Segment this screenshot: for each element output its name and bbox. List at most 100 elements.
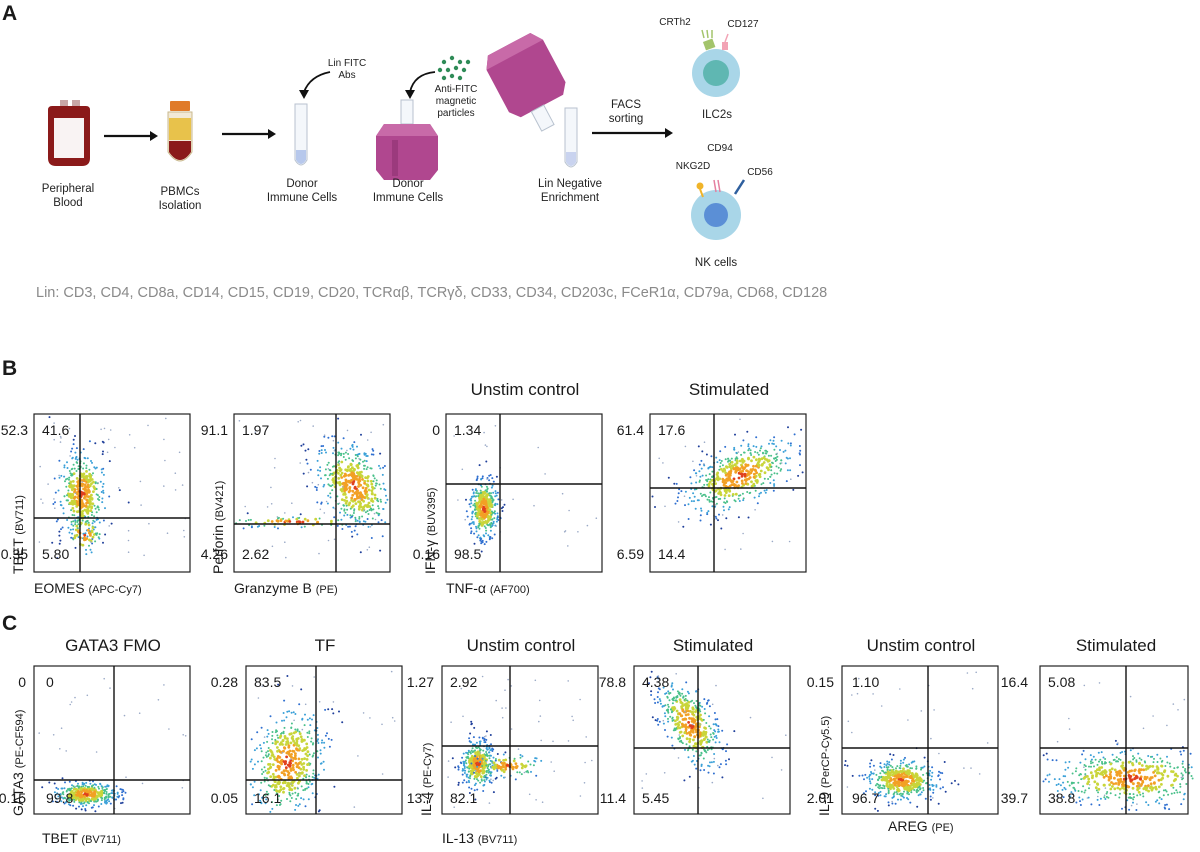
cell-event-dot: [100, 471, 103, 474]
cell-event-dot: [939, 778, 941, 781]
cell-event-dot: [349, 514, 352, 517]
cell-event-dot: [101, 501, 104, 504]
cell-event-dot: [94, 540, 97, 543]
cell-event-dot: [482, 497, 486, 501]
cell-event-dot: [327, 494, 330, 497]
cell-event-dot: [1119, 792, 1121, 795]
cell-event-dot: [266, 506, 269, 508]
cell-event-dot: [724, 445, 727, 448]
cell-event-dot: [739, 470, 743, 473]
cell-event-dot: [468, 786, 471, 789]
cell-event-dot: [1096, 763, 1099, 766]
cell-event-dot: [273, 789, 276, 791]
cell-event-dot: [344, 501, 348, 505]
cell-event-dot: [1080, 778, 1083, 781]
cell-event-dot: [903, 790, 905, 793]
cell-event-dot: [490, 754, 492, 757]
cell-event-dot: [292, 739, 295, 743]
cell-event-dot: [738, 494, 740, 497]
cell-event-dot: [105, 788, 108, 790]
cell-event-dot: [294, 754, 297, 758]
cell-event-dot: [760, 483, 763, 486]
cell-event-dot: [887, 787, 890, 790]
cell-event-dot: [352, 460, 355, 462]
cell-event-dot: [737, 451, 740, 453]
cell-event-dot: [355, 471, 359, 474]
cell-event-dot: [260, 760, 263, 763]
cell-event-dot: [474, 755, 476, 757]
cell-event-dot: [489, 529, 492, 532]
cell-event-dot: [73, 496, 76, 500]
cell-event-dot: [62, 512, 65, 515]
cell-event-dot: [685, 732, 689, 735]
cell-event-dot: [347, 490, 351, 494]
cell-event-dot: [738, 459, 742, 463]
cell-event-dot: [472, 491, 475, 494]
cell-event-dot: [683, 731, 687, 735]
cell-event-dot: [703, 769, 706, 771]
cell-event-dot: [353, 529, 356, 532]
blood-bag-icon: [48, 100, 90, 166]
cell-event-dot: [284, 512, 286, 514]
cell-event-dot: [740, 548, 742, 550]
cell-event-dot: [963, 767, 965, 769]
cell-event-dot: [715, 684, 717, 687]
cell-event-dot: [502, 770, 506, 774]
cell-event-dot: [377, 505, 380, 508]
cell-event-dot: [468, 757, 472, 761]
cell-event-dot: [874, 794, 877, 797]
cell-event-dot: [269, 775, 273, 778]
cell-event-dot: [290, 732, 293, 735]
x-axis-fluor: (APC-Cy7): [88, 584, 142, 596]
cell-event-dot: [772, 443, 775, 445]
cell-event-dot: [481, 675, 484, 678]
cell-event-dot: [1166, 755, 1168, 758]
cell-event-dot: [483, 736, 486, 738]
cell-event-dot: [1166, 761, 1169, 764]
cell-event-dot: [1126, 785, 1130, 789]
cell-event-dot: [929, 787, 931, 790]
flow-plot-canvas: [33, 665, 191, 815]
cell-event-dot: [102, 489, 105, 492]
cell-event-dot: [484, 776, 487, 779]
cell-event-dot: [957, 783, 960, 786]
cell-event-dot: [276, 519, 280, 523]
cell-event-dot: [523, 765, 527, 769]
cell-event-dot: [494, 490, 497, 493]
cell-event-dot: [718, 766, 721, 769]
cell-event-dot: [1077, 781, 1080, 784]
cell-event-dot: [1175, 789, 1178, 792]
cell-event-dot: [1128, 793, 1131, 795]
cell-event-dot: [61, 526, 64, 529]
cell-event-dot: [307, 786, 310, 789]
cell-event-dot: [714, 504, 717, 506]
cell-event-dot: [276, 516, 279, 518]
cell-event-dot: [63, 495, 66, 498]
cell-event-dot: [677, 723, 680, 727]
cell-event-dot: [933, 709, 935, 711]
cell-event-dot: [68, 476, 71, 479]
cell-event-dot: [659, 702, 662, 705]
cell-event-dot: [385, 494, 387, 497]
cell-event-dot: [919, 788, 922, 791]
cell-event-dot: [1119, 758, 1122, 761]
cell-event-dot: [1098, 682, 1101, 684]
cell-event-dot: [304, 752, 308, 756]
cell-event-dot: [374, 484, 377, 487]
cell-event-dot: [276, 749, 279, 753]
cell-event-dot: [715, 496, 718, 498]
cell-event-dot: [86, 535, 89, 538]
cell-event-dot: [70, 520, 73, 523]
cell-event-dot: [321, 739, 324, 742]
cell-event-dot: [714, 482, 717, 485]
cell-event-dot: [63, 466, 66, 469]
cell-event-dot: [121, 801, 124, 804]
cell-event-dot: [885, 778, 889, 782]
cell-event-dot: [915, 767, 918, 770]
cell-event-dot: [868, 775, 871, 778]
cell-event-dot: [303, 525, 306, 528]
cell-event-dot: [688, 496, 691, 499]
cell-event-dot: [372, 480, 375, 483]
cell-event-dot: [1157, 791, 1160, 794]
cell-event-dot: [265, 755, 268, 758]
